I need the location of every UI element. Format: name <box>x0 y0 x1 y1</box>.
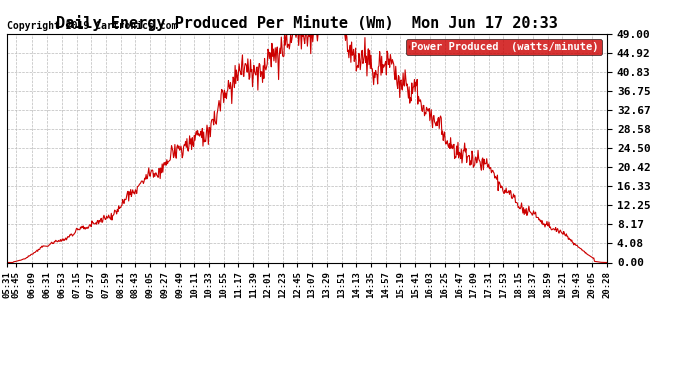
Text: Copyright 2019 Cartronics.com: Copyright 2019 Cartronics.com <box>7 21 177 32</box>
Title: Daily Energy Produced Per Minute (Wm)  Mon Jun 17 20:33: Daily Energy Produced Per Minute (Wm) Mo… <box>56 15 558 31</box>
Legend: Power Produced  (watts/minute): Power Produced (watts/minute) <box>406 39 602 55</box>
